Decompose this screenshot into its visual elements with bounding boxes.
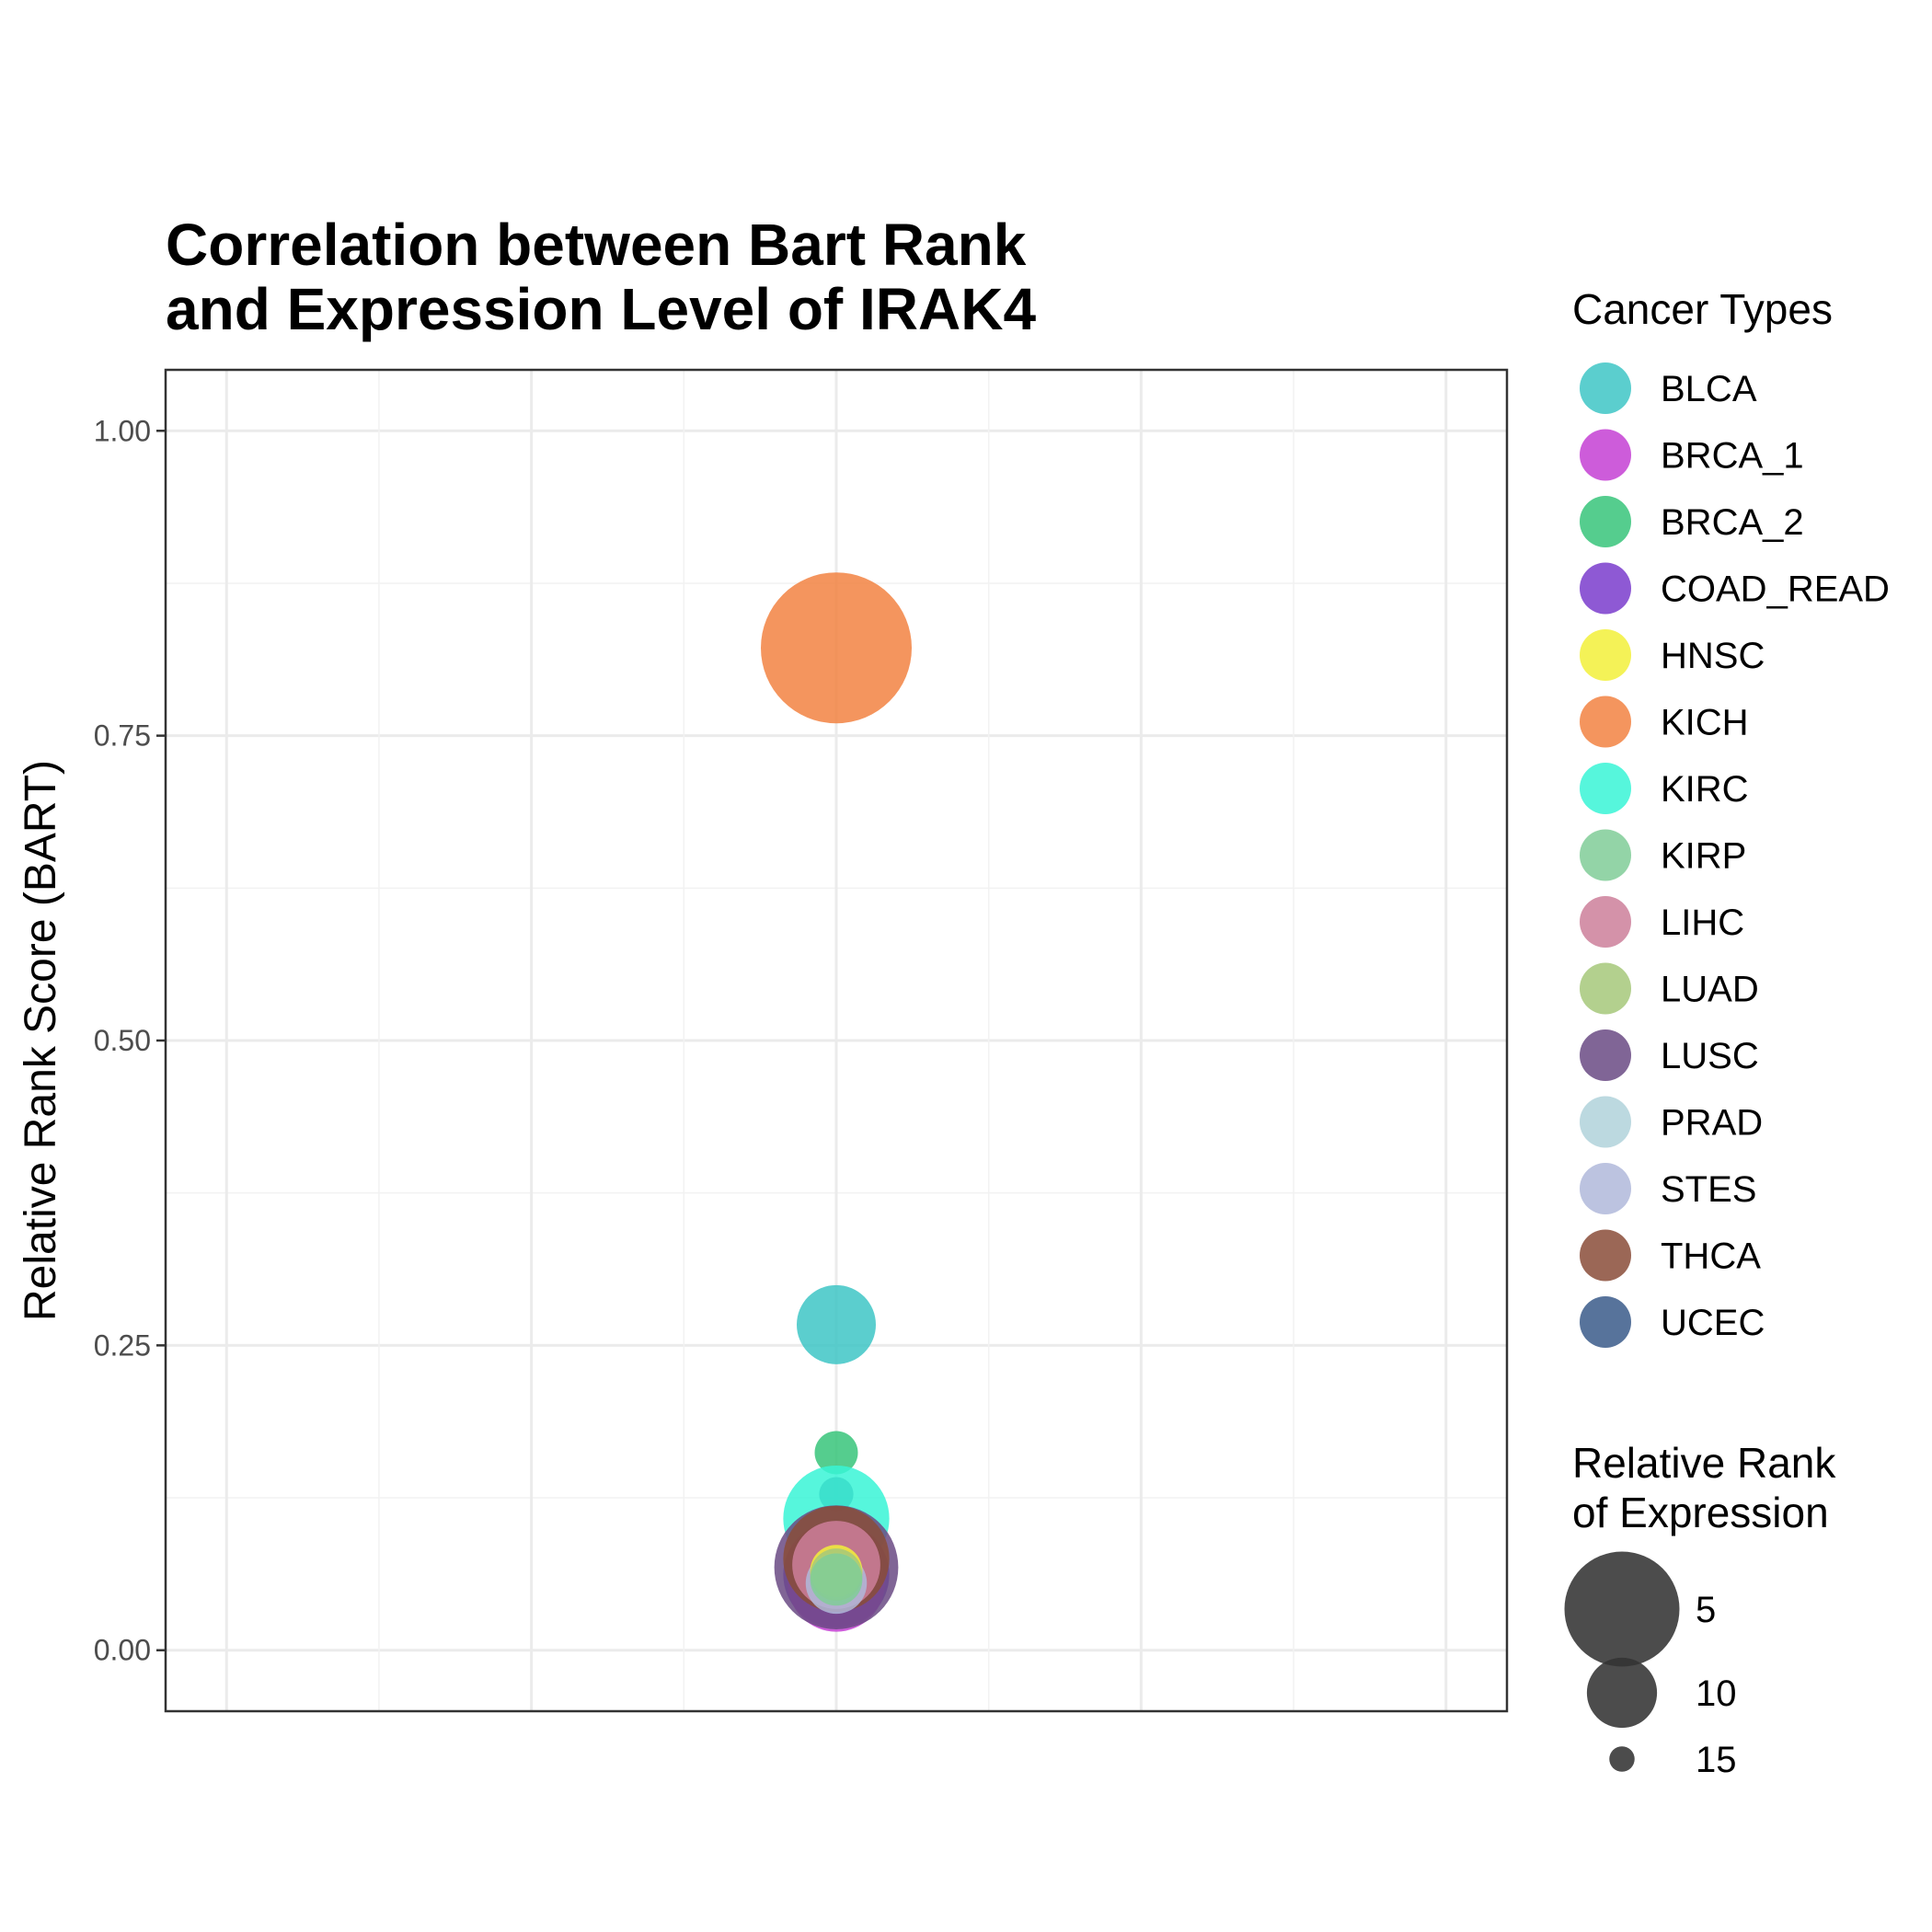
size-legend-item-15: 15	[1609, 1740, 1737, 1780]
size-legend-key	[1586, 1657, 1658, 1729]
y-axis-title: Relative Rank Score (BART)	[17, 760, 65, 1321]
legend-item-kich: KICH	[1580, 696, 1749, 748]
legend-label: BLCA	[1661, 369, 1757, 409]
size-legend-label: 10	[1696, 1673, 1737, 1714]
legend-key	[1580, 1029, 1631, 1081]
legend-item-lihc: LIHC	[1580, 896, 1744, 948]
y-tick-label: 0.25	[94, 1328, 151, 1362]
size-legend-label: 5	[1696, 1590, 1716, 1630]
legend-label: LUAD	[1661, 970, 1759, 1010]
legend-label: PRAD	[1661, 1103, 1763, 1144]
size-legend-item-5: 5	[1564, 1551, 1716, 1667]
legend-item-stes: STES	[1580, 1163, 1756, 1214]
point-blca	[797, 1284, 876, 1364]
legend-key	[1580, 763, 1631, 814]
y-tick-label: 0.50	[94, 1024, 151, 1057]
legend-key	[1580, 696, 1631, 748]
legend-label: COAD_READ	[1661, 569, 1890, 610]
legend-label: THCA	[1661, 1236, 1761, 1277]
legend-item-coad-read: COAD_READ	[1580, 562, 1890, 615]
legend-key	[1580, 562, 1631, 615]
legend-label: LUSC	[1661, 1036, 1759, 1076]
legend-label: BRCA_1	[1661, 436, 1804, 477]
legend-label: KIRC	[1661, 769, 1749, 810]
y-tick-label: 1.00	[94, 414, 151, 447]
point-kirp	[810, 1553, 863, 1606]
legend-label: KIRP	[1661, 836, 1746, 877]
legend-key	[1580, 429, 1631, 481]
legend-item-brca-1: BRCA_1	[1580, 429, 1804, 481]
legend-key	[1580, 829, 1631, 881]
size-legend-title-line-1: Relative Rank	[1572, 1439, 1836, 1487]
legend-key	[1580, 496, 1631, 547]
legend-key	[1580, 1163, 1631, 1214]
legend-label: LIHC	[1661, 903, 1744, 943]
legend-item-ucec: UCEC	[1580, 1296, 1765, 1348]
legend-label: STES	[1661, 1169, 1756, 1210]
y-tick-label: 0.00	[94, 1634, 151, 1667]
chart-title-line-2: and Expression Level of IRAK4	[166, 276, 1036, 342]
legend-key	[1580, 629, 1631, 681]
size-legend-key	[1564, 1551, 1680, 1667]
legend-key	[1580, 1229, 1631, 1282]
chart-title-line-1: Correlation between Bart Rank	[166, 212, 1027, 278]
legend-item-kirp: KIRP	[1580, 829, 1746, 881]
legend-key	[1580, 962, 1631, 1015]
legend-item-thca: THCA	[1580, 1229, 1761, 1282]
size-legend-item-10: 10	[1586, 1657, 1737, 1729]
legend-item-hnsc: HNSC	[1580, 629, 1765, 681]
legend-key	[1580, 362, 1631, 414]
legend-item-blca: BLCA	[1580, 362, 1757, 414]
size-legend-label: 15	[1696, 1740, 1737, 1780]
legend-item-lusc: LUSC	[1580, 1029, 1759, 1081]
chart-title: Correlation between Bart Rank and Expres…	[166, 212, 1036, 342]
legend-key	[1580, 896, 1631, 948]
y-axis: 0.00 0.25 0.50 0.75 1.00	[94, 414, 166, 1667]
legend-item-luad: LUAD	[1580, 962, 1759, 1015]
legend: Cancer Types Relative Rank of Expression…	[1564, 285, 1890, 1780]
legend-key	[1580, 1096, 1631, 1148]
y-tick-label: 0.75	[94, 719, 151, 753]
size-legend-key	[1609, 1746, 1635, 1772]
legend-key	[1580, 1296, 1631, 1348]
point-brca-2	[814, 1431, 858, 1475]
legend-label: UCEC	[1661, 1303, 1765, 1343]
point-kich	[761, 572, 912, 724]
data-points	[761, 572, 912, 1632]
legend-item-brca-2: BRCA_2	[1580, 496, 1804, 547]
legend-label: BRCA_2	[1661, 502, 1804, 543]
legend-label: HNSC	[1661, 636, 1765, 676]
legend-item-kirc: KIRC	[1580, 763, 1749, 814]
color-legend-title: Cancer Types	[1572, 285, 1833, 333]
legend-label: KICH	[1661, 703, 1749, 743]
legend-item-prad: PRAD	[1580, 1096, 1763, 1148]
size-legend-title-line-2: of Expression	[1572, 1489, 1829, 1536]
